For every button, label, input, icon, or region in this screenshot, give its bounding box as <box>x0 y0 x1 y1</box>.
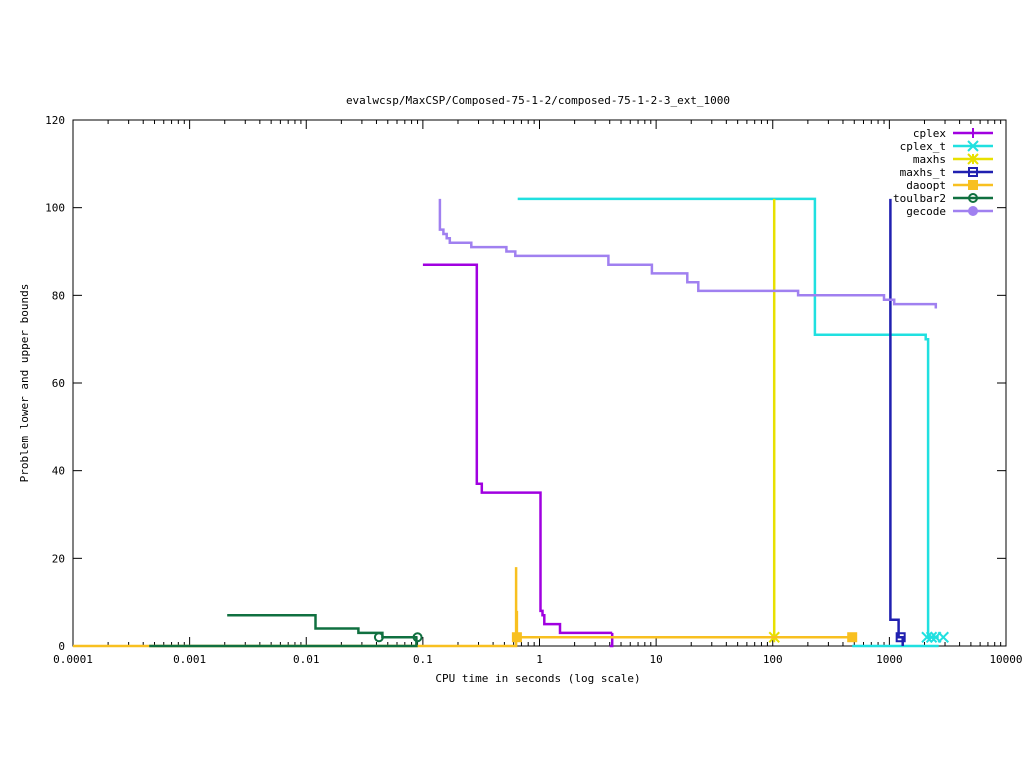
series-toulbar2 <box>149 614 423 648</box>
x-tick-label: 1000 <box>876 653 903 666</box>
legend-marker <box>968 193 978 203</box>
legend-marker <box>968 180 978 190</box>
legend-marker <box>968 206 978 216</box>
legend-marker <box>967 153 979 165</box>
x-tick-label: 0.1 <box>413 653 433 666</box>
legend-label: maxhs <box>913 153 946 166</box>
y-tick-label: 60 <box>52 377 65 390</box>
series-line-maxhs_t <box>889 198 904 646</box>
legend-label: cplex <box>913 127 946 140</box>
series-point-maxhs_t <box>895 632 906 643</box>
y-tick-label: 80 <box>52 289 65 302</box>
legend-marker <box>967 140 979 152</box>
chart-title: evalwcsp/MaxCSP/Composed-75-1-2/composed… <box>346 94 730 107</box>
series-point-cplex_t <box>921 631 933 643</box>
legend-label: gecode <box>906 205 946 218</box>
series-daoopt <box>73 567 858 648</box>
series-point-daoopt <box>847 632 858 643</box>
x-tick-label: 0.0001 <box>53 653 93 666</box>
series-point-cplex_t <box>937 631 950 643</box>
series-line-daoopt <box>73 567 518 648</box>
series-line-cplex_t <box>517 197 939 639</box>
y-tick-label: 0 <box>58 640 65 653</box>
y-axis: 0 20 40 60 80 100 120 <box>45 114 1006 653</box>
y-axis-label: Problem lower and upper bounds <box>18 284 31 483</box>
y-tick-label: 120 <box>45 114 65 127</box>
x-tick-label: 1 <box>536 653 543 666</box>
x-tick-label: 0.01 <box>293 653 320 666</box>
series-maxhs <box>768 198 780 643</box>
legend-label: daoopt <box>906 179 946 192</box>
series-point-toulbar2 <box>373 632 384 643</box>
series-line-gecode <box>438 198 938 309</box>
legend-label: cplex_t <box>900 140 946 153</box>
series-point-cplex_t <box>925 631 938 643</box>
series-layer <box>73 197 950 648</box>
legend-marker <box>968 167 978 177</box>
x-tick-label: 100 <box>763 653 783 666</box>
x-tick-label: 10 <box>650 653 663 666</box>
series-point-daoopt <box>511 632 522 643</box>
series-gecode <box>438 198 938 309</box>
legend-marker <box>968 128 978 138</box>
y-tick-label: 20 <box>52 552 65 565</box>
series-maxhs_t <box>889 198 906 646</box>
x-axis: 0.0001 0.001 0.01 0.1 1 10 100 1000 10000 <box>53 120 1023 666</box>
y-tick-label: 40 <box>52 465 65 478</box>
x-tick-label: 0.001 <box>173 653 206 666</box>
x-axis-label: CPU time in seconds (log scale) <box>435 672 640 685</box>
series-point-toulbar2 <box>412 632 423 643</box>
legend-label: maxhs_t <box>900 166 946 179</box>
series-cplex_t <box>517 197 950 648</box>
series-line-toulbar2 <box>227 614 418 639</box>
legend-label: toulbar2 <box>893 192 946 205</box>
y-tick-label: 100 <box>45 202 65 215</box>
series-line-cplex <box>422 263 613 635</box>
x-tick-label: 10000 <box>989 653 1022 666</box>
legend: cplexcplex_tmaxhsmaxhs_tdaoopttoulbar2ge… <box>893 127 993 218</box>
series-cplex <box>422 263 614 648</box>
